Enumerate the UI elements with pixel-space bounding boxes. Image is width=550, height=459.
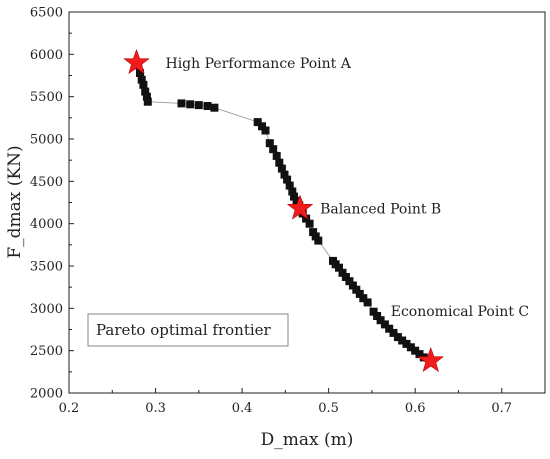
data-point bbox=[277, 164, 286, 173]
legend-box bbox=[87, 313, 289, 347]
highlight-stars: High Performance Point A Balanced Point B… bbox=[123, 48, 529, 373]
data-point bbox=[290, 192, 298, 201]
x-tick-label: 0.5 bbox=[318, 401, 339, 416]
data-point bbox=[142, 92, 151, 101]
data-point bbox=[363, 298, 372, 307]
x-tick-label: 0.6 bbox=[405, 401, 426, 416]
x-axis-label: D_max (m) bbox=[261, 430, 354, 450]
annotation-label: Balanced Point B bbox=[320, 201, 441, 217]
data-point bbox=[194, 101, 203, 110]
data-point bbox=[285, 181, 294, 190]
data-point bbox=[355, 289, 364, 298]
data-point bbox=[314, 236, 323, 245]
data-point bbox=[415, 350, 424, 359]
data-point bbox=[398, 336, 407, 345]
data-point bbox=[380, 320, 389, 329]
data-point bbox=[348, 281, 357, 290]
data-point bbox=[186, 100, 195, 109]
data-point bbox=[338, 268, 347, 277]
data-point bbox=[272, 151, 281, 160]
data-point bbox=[302, 214, 311, 223]
y-tick-label: 4000 bbox=[30, 217, 63, 232]
y-tick-label: 5000 bbox=[30, 133, 63, 148]
data-point bbox=[136, 69, 144, 77]
highlight-star bbox=[286, 194, 314, 220]
data-point bbox=[311, 232, 320, 241]
data-point bbox=[352, 285, 361, 294]
y-tick-label: 6500 bbox=[30, 6, 63, 21]
data-point bbox=[280, 170, 289, 179]
x-tick-label: 0.3 bbox=[145, 401, 166, 416]
y-tick-label: 5500 bbox=[30, 90, 63, 105]
x-tick-label: 0.7 bbox=[491, 401, 512, 416]
y-tick-label: 6000 bbox=[30, 48, 63, 63]
data-point bbox=[265, 139, 274, 148]
legend: Pareto optimal frontier bbox=[87, 313, 289, 347]
y-tick-label: 3000 bbox=[30, 302, 63, 317]
data-point bbox=[269, 145, 278, 154]
data-point bbox=[292, 196, 301, 205]
data-point bbox=[402, 339, 411, 348]
legend-label: Pareto optimal frontier bbox=[96, 321, 272, 339]
x-tick-label: 0.4 bbox=[232, 401, 253, 416]
x-axis-ticks: 0.2 0.3 0.4 0.5 0.6 0.7 bbox=[59, 388, 512, 416]
data-point bbox=[385, 324, 394, 333]
data-point bbox=[139, 80, 148, 89]
data-point bbox=[359, 294, 368, 303]
data-point bbox=[261, 126, 270, 135]
y-axis-label: F_dmax (KN) bbox=[5, 145, 25, 258]
x-tick-label: 0.2 bbox=[59, 401, 80, 416]
data-point bbox=[143, 97, 152, 106]
y-tick-label: 2000 bbox=[30, 387, 63, 402]
data-point bbox=[210, 103, 219, 112]
data-point bbox=[177, 99, 186, 108]
highlight-star bbox=[123, 48, 150, 75]
data-point bbox=[389, 328, 398, 337]
data-point bbox=[141, 87, 150, 96]
data-point bbox=[406, 343, 415, 352]
data-point bbox=[305, 219, 314, 228]
data-point bbox=[345, 277, 354, 286]
annotation-label: Economical Point C bbox=[391, 304, 529, 320]
y-tick-label: 3500 bbox=[30, 260, 63, 275]
data-point bbox=[309, 228, 318, 237]
data-point bbox=[335, 263, 343, 272]
data-point bbox=[137, 75, 146, 84]
data-point bbox=[373, 312, 382, 320]
data-point bbox=[258, 122, 266, 131]
data-point bbox=[411, 346, 420, 355]
y-tick-label: 2500 bbox=[30, 344, 63, 359]
data-point bbox=[283, 175, 292, 184]
data-point bbox=[369, 307, 378, 316]
data-point bbox=[253, 118, 262, 127]
y-tick-label: 4500 bbox=[30, 175, 63, 190]
y-axis-ticks: 2000 2500 3000 3500 4000 4500 5000 5500 6000 6500 bbox=[30, 6, 74, 402]
highlight-star bbox=[417, 346, 444, 373]
data-point bbox=[376, 316, 385, 325]
data-point bbox=[275, 158, 284, 167]
data-point bbox=[288, 187, 297, 196]
annotation-label: High Performance Point A bbox=[166, 56, 352, 72]
data-point bbox=[393, 333, 402, 342]
data-point bbox=[341, 273, 350, 281]
data-point bbox=[203, 102, 212, 110]
